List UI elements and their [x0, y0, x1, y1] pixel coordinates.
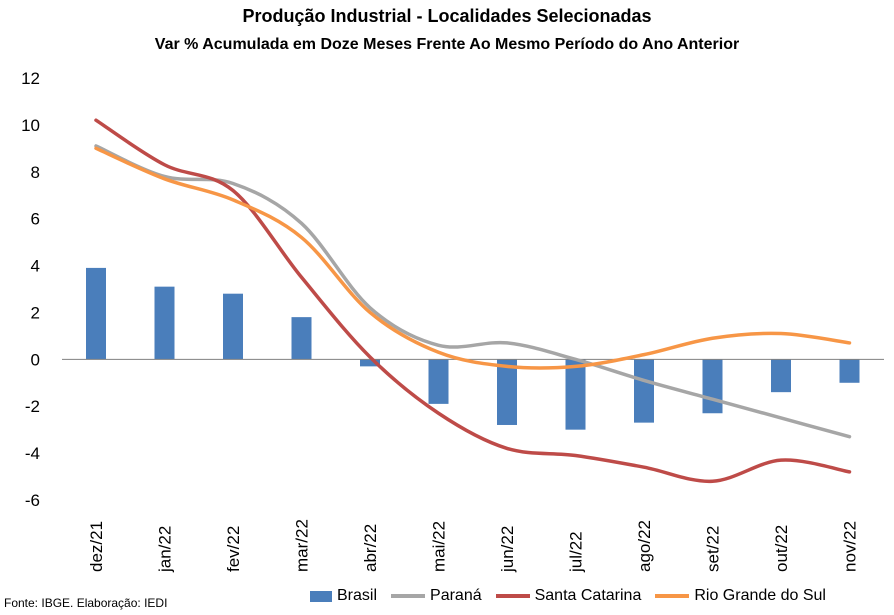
legend-label-santa-catarina: Santa Catarina [534, 587, 642, 604]
y-tick-label: -4 [25, 444, 40, 463]
line-parana [94, 144, 852, 439]
chart-title: Produção Industrial - Localidades Seleci… [242, 6, 652, 26]
bar-brasil [360, 359, 380, 367]
bar-brasil [497, 359, 517, 425]
bar-brasil [428, 359, 449, 404]
y-tick-label: 2 [31, 303, 40, 322]
legend-item-parana: Paraná [391, 587, 482, 605]
bar-brasil [634, 359, 654, 423]
y-tick-label: 10 [21, 116, 40, 135]
x-tick-label: dez/21 [87, 521, 106, 572]
legend-swatch-parana [391, 594, 426, 598]
legend-swatch-rio-grande-do-sul [655, 594, 690, 598]
legend-label-brasil: Brasil [337, 587, 378, 604]
bar-brasil [839, 359, 860, 383]
bar-brasil [291, 317, 312, 360]
x-tick-label: jun/22 [498, 526, 517, 573]
chart-legend: Brasil Paraná Santa Catarina Rio Grande … [310, 587, 840, 605]
legend-item-brasil: Brasil [310, 587, 377, 605]
legend-swatch-brasil [310, 590, 332, 602]
x-tick-label: set/22 [704, 526, 723, 572]
legend-swatch-santa-catarina [495, 594, 530, 598]
legend-item-santa-catarina: Santa Catarina [495, 587, 642, 605]
line-rio-grande-do-sul [94, 146, 852, 370]
x-tick-label: mai/22 [430, 521, 449, 572]
x-tick-label: jan/22 [156, 526, 175, 573]
bar-brasil [771, 359, 791, 393]
bar-brasil [154, 286, 175, 360]
source-note: Fonte: IBGE. Elaboração: IEDI [4, 596, 168, 610]
x-tick-label: nov/22 [841, 521, 860, 572]
bar-brasil [223, 293, 243, 360]
x-tick-label: out/22 [772, 525, 791, 572]
chart-subtitle: Var % Acumulada em Doze Meses Frente Ao … [154, 36, 740, 53]
bar-brasil [702, 359, 723, 414]
legend-label-rio-grande-do-sul: Rio Grande do Sul [694, 587, 826, 604]
y-tick-label: 6 [31, 210, 40, 229]
y-tick-label: 12 [21, 69, 40, 88]
y-tick-label: -2 [25, 397, 40, 416]
x-tick-label: jul/22 [567, 531, 586, 573]
bar-brasil [86, 267, 106, 360]
y-tick-label: 4 [31, 257, 40, 276]
x-tick-label: abr/22 [361, 524, 380, 572]
legend-label-parana: Paraná [430, 587, 482, 604]
x-tick-label: mar/22 [293, 519, 312, 572]
y-tick-label: -6 [25, 491, 40, 510]
line-santa-catarina [94, 118, 852, 483]
y-tick-label: 0 [31, 350, 40, 369]
y-tick-label: 8 [31, 163, 40, 182]
legend-item-rio-grande-do-sul: Rio Grande do Sul [655, 587, 826, 605]
x-tick-label: ago/22 [635, 520, 654, 572]
x-tick-label: fev/22 [224, 526, 243, 572]
bar-brasil [565, 359, 586, 430]
